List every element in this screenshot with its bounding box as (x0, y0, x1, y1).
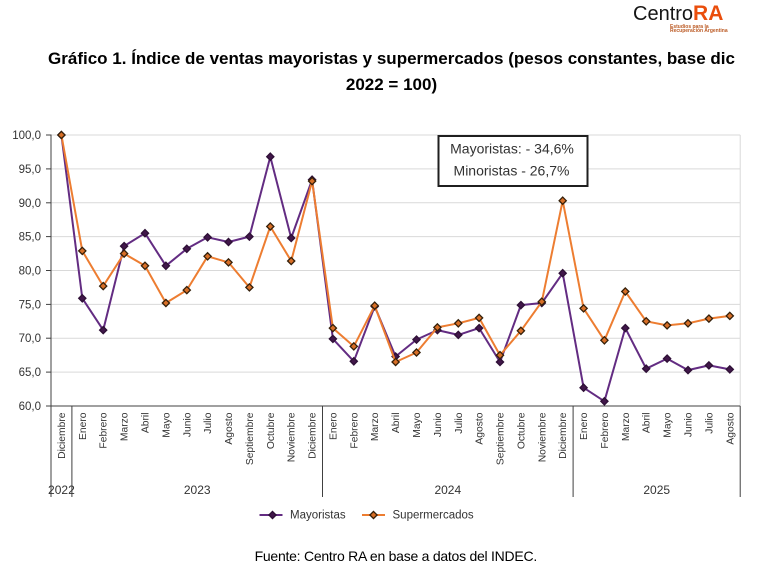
svg-text:Marzo: Marzo (621, 412, 632, 441)
svg-text:Agosto: Agosto (725, 412, 736, 444)
svg-text:2022: 2022 (48, 483, 75, 497)
svg-text:65,0: 65,0 (19, 367, 41, 379)
svg-text:Minoristas - 26,7%: Minoristas - 26,7% (454, 163, 570, 179)
svg-text:Julio: Julio (203, 412, 214, 433)
svg-text:Febrero: Febrero (600, 412, 611, 448)
svg-text:Enero: Enero (328, 412, 339, 440)
svg-text:Mayoristas: Mayoristas (290, 509, 346, 521)
svg-text:Febrero: Febrero (99, 412, 110, 448)
svg-text:70,0: 70,0 (19, 333, 41, 345)
svg-text:Agosto: Agosto (475, 412, 486, 444)
svg-text:Mayo: Mayo (412, 412, 423, 437)
svg-text:Abril: Abril (141, 413, 152, 434)
svg-text:Octubre: Octubre (516, 412, 527, 449)
svg-text:Julio: Julio (454, 412, 465, 433)
svg-text:2024: 2024 (434, 483, 461, 497)
svg-text:2025: 2025 (643, 483, 670, 497)
svg-text:100,0: 100,0 (12, 130, 41, 142)
svg-text:Supermercados: Supermercados (393, 509, 474, 521)
svg-text:Enero: Enero (579, 412, 590, 440)
svg-text:Enero: Enero (78, 412, 89, 440)
svg-text:80,0: 80,0 (19, 266, 41, 278)
svg-text:Mayoristas: - 34,6%: Mayoristas: - 34,6% (450, 141, 574, 157)
svg-text:Septiembre: Septiembre (496, 412, 507, 465)
svg-text:Febrero: Febrero (349, 412, 360, 448)
svg-text:Julio: Julio (704, 412, 715, 433)
svg-text:Junio: Junio (182, 412, 193, 437)
svg-text:Noviembre: Noviembre (537, 412, 548, 462)
svg-text:Marzo: Marzo (370, 412, 381, 441)
svg-text:Octubre: Octubre (266, 412, 277, 449)
svg-text:85,0: 85,0 (19, 232, 41, 244)
svg-text:Diciembre: Diciembre (558, 412, 569, 459)
svg-text:60,0: 60,0 (19, 401, 41, 413)
svg-text:Mayo: Mayo (161, 412, 172, 437)
svg-text:Mayo: Mayo (663, 412, 674, 437)
svg-text:Diciembre: Diciembre (57, 412, 68, 459)
svg-text:Noviembre: Noviembre (287, 412, 298, 462)
svg-text:Abril: Abril (642, 413, 653, 434)
svg-text:Junio: Junio (433, 412, 444, 437)
svg-text:Junio: Junio (684, 412, 695, 437)
svg-text:95,0: 95,0 (19, 164, 41, 176)
svg-text:Diciembre: Diciembre (308, 412, 319, 459)
svg-text:Septiembre: Septiembre (245, 412, 256, 465)
svg-text:Abril: Abril (391, 413, 402, 434)
svg-text:2023: 2023 (184, 483, 211, 497)
svg-text:Agosto: Agosto (224, 412, 235, 444)
svg-text:90,0: 90,0 (19, 198, 41, 210)
svg-text:75,0: 75,0 (19, 299, 41, 311)
svg-text:Marzo: Marzo (120, 412, 131, 441)
